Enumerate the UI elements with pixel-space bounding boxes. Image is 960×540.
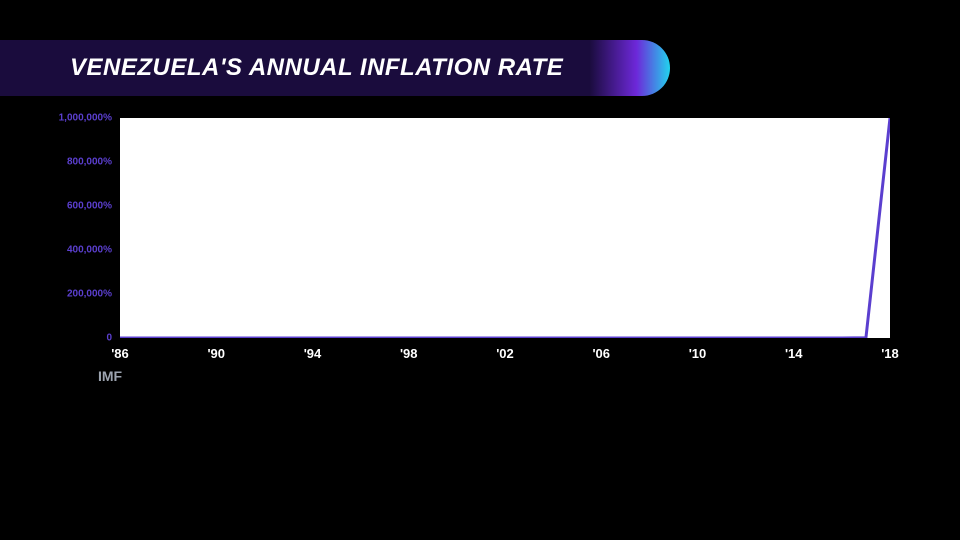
x-tick-label: '94 xyxy=(304,346,322,361)
y-tick-label: 800,000% xyxy=(67,157,112,168)
x-tick-label: '14 xyxy=(785,346,803,361)
x-tick-label: '18 xyxy=(881,346,899,361)
x-axis: '86'90'94'98'02'06'10'14'18 xyxy=(120,346,890,370)
y-tick-label: 1,000,000% xyxy=(59,113,112,124)
x-tick-label: '90 xyxy=(207,346,225,361)
x-tick-label: '02 xyxy=(496,346,514,361)
x-tick-label: '98 xyxy=(400,346,418,361)
x-tick-label: '10 xyxy=(689,346,707,361)
line-path xyxy=(120,118,890,338)
y-tick-label: 200,000% xyxy=(67,289,112,300)
y-tick-label: 0 xyxy=(106,333,112,344)
x-tick-label: '06 xyxy=(592,346,610,361)
title-bar: VENEZUELA'S ANNUAL INFLATION RATE xyxy=(0,40,670,96)
source-label: IMF xyxy=(98,368,122,384)
x-tick-label: '86 xyxy=(111,346,129,361)
y-tick-label: 600,000% xyxy=(67,201,112,212)
chart-title: VENEZUELA'S ANNUAL INFLATION RATE xyxy=(70,54,563,82)
plot-area xyxy=(120,118,890,338)
y-axis: 0200,000%400,000%600,000%800,000%1,000,0… xyxy=(40,118,118,338)
y-tick-label: 400,000% xyxy=(67,245,112,256)
chart: 0200,000%400,000%600,000%800,000%1,000,0… xyxy=(40,118,920,378)
